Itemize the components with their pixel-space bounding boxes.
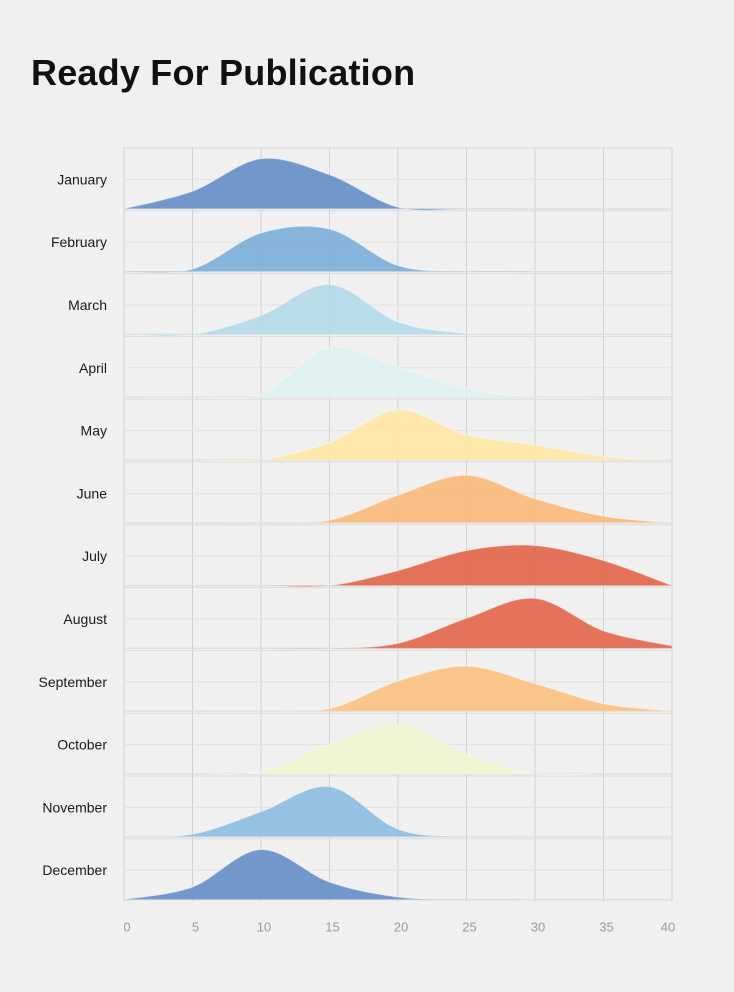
y-label-may: May — [81, 423, 107, 439]
y-label-february: February — [51, 234, 107, 250]
x-tick-label-30: 30 — [531, 920, 545, 935]
y-label-november: November — [42, 799, 107, 815]
ridge-july — [123, 544, 673, 588]
y-label-april: April — [79, 360, 107, 376]
y-label-january: January — [57, 171, 107, 187]
x-tick-label-20: 20 — [394, 920, 408, 935]
x-tick-label-25: 25 — [462, 920, 476, 935]
ridge-layer — [123, 157, 673, 901]
ridge-february — [123, 225, 672, 274]
y-label-august: August — [63, 611, 107, 627]
ridge-march — [123, 283, 672, 337]
y-label-july: July — [82, 548, 107, 564]
grid-layer — [123, 147, 673, 902]
x-tick-label-35: 35 — [599, 920, 613, 935]
ridge-november — [123, 786, 672, 838]
page-title: Ready For Publication — [31, 52, 416, 93]
x-tick-label-0: 0 — [123, 920, 130, 935]
ridge-december — [123, 849, 672, 901]
y-label-december: December — [42, 862, 107, 878]
ridge-june — [124, 474, 673, 524]
x-tick-label-10: 10 — [257, 920, 271, 935]
x-tick-labels: 0 5 10 15 20 25 30 35 40 — [123, 920, 675, 935]
x-tick-label-40: 40 — [661, 920, 675, 935]
ridge-january — [123, 157, 672, 211]
ridge-october — [123, 723, 672, 776]
ridge-august — [123, 597, 673, 650]
ridge-may — [123, 409, 673, 462]
ridge-september — [124, 665, 673, 713]
y-label-september: September — [39, 674, 108, 690]
y-label-june: June — [77, 485, 108, 501]
y-label-october: October — [57, 737, 107, 753]
y-label-march: March — [68, 297, 107, 313]
y-labels: January February March April May June July Augu… — [39, 171, 108, 878]
x-tick-label-15: 15 — [325, 920, 339, 935]
x-tick-label-5: 5 — [192, 920, 199, 935]
ridge-april — [123, 345, 672, 400]
